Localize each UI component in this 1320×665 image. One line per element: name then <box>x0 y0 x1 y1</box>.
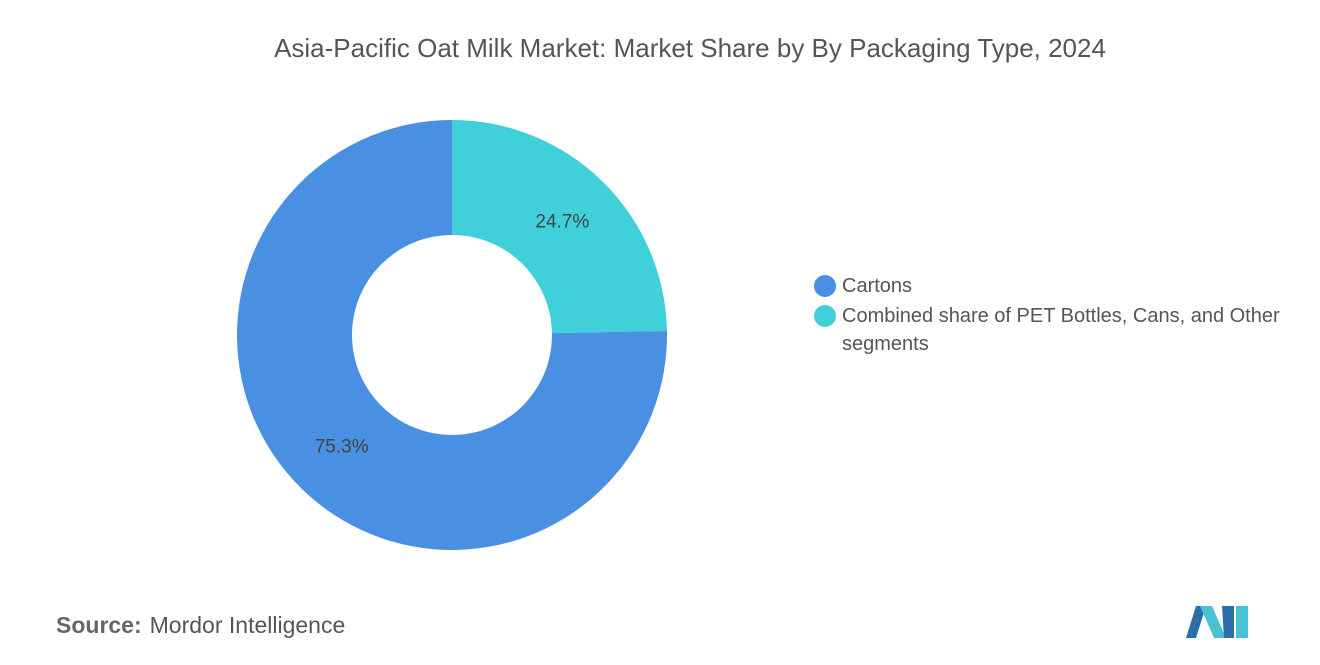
legend-item: Combined share of PET Bottles, Cans, and… <box>814 302 1284 358</box>
legend-swatch <box>814 275 836 297</box>
source-label: Source: <box>56 612 142 638</box>
logo <box>1186 606 1248 638</box>
legend-swatch <box>814 305 836 327</box>
donut-slice <box>452 120 667 334</box>
value-label: 24.7% <box>535 212 589 233</box>
legend-label: Combined share of PET Bottles, Cans, and… <box>842 305 1280 355</box>
source: Source: Mordor Intelligence <box>56 612 345 639</box>
legend: Cartons Combined share of PET Bottles, Ca… <box>814 272 1284 360</box>
legend-label: Cartons <box>842 275 913 297</box>
source-text: Mordor Intelligence <box>149 612 346 638</box>
donut-slice <box>236 120 667 551</box>
legend-item: Cartons <box>814 272 1284 300</box>
value-label: 75.3% <box>315 436 369 457</box>
chart-title: Asia-Pacific Oat Milk Market: Market Sha… <box>274 33 1106 63</box>
